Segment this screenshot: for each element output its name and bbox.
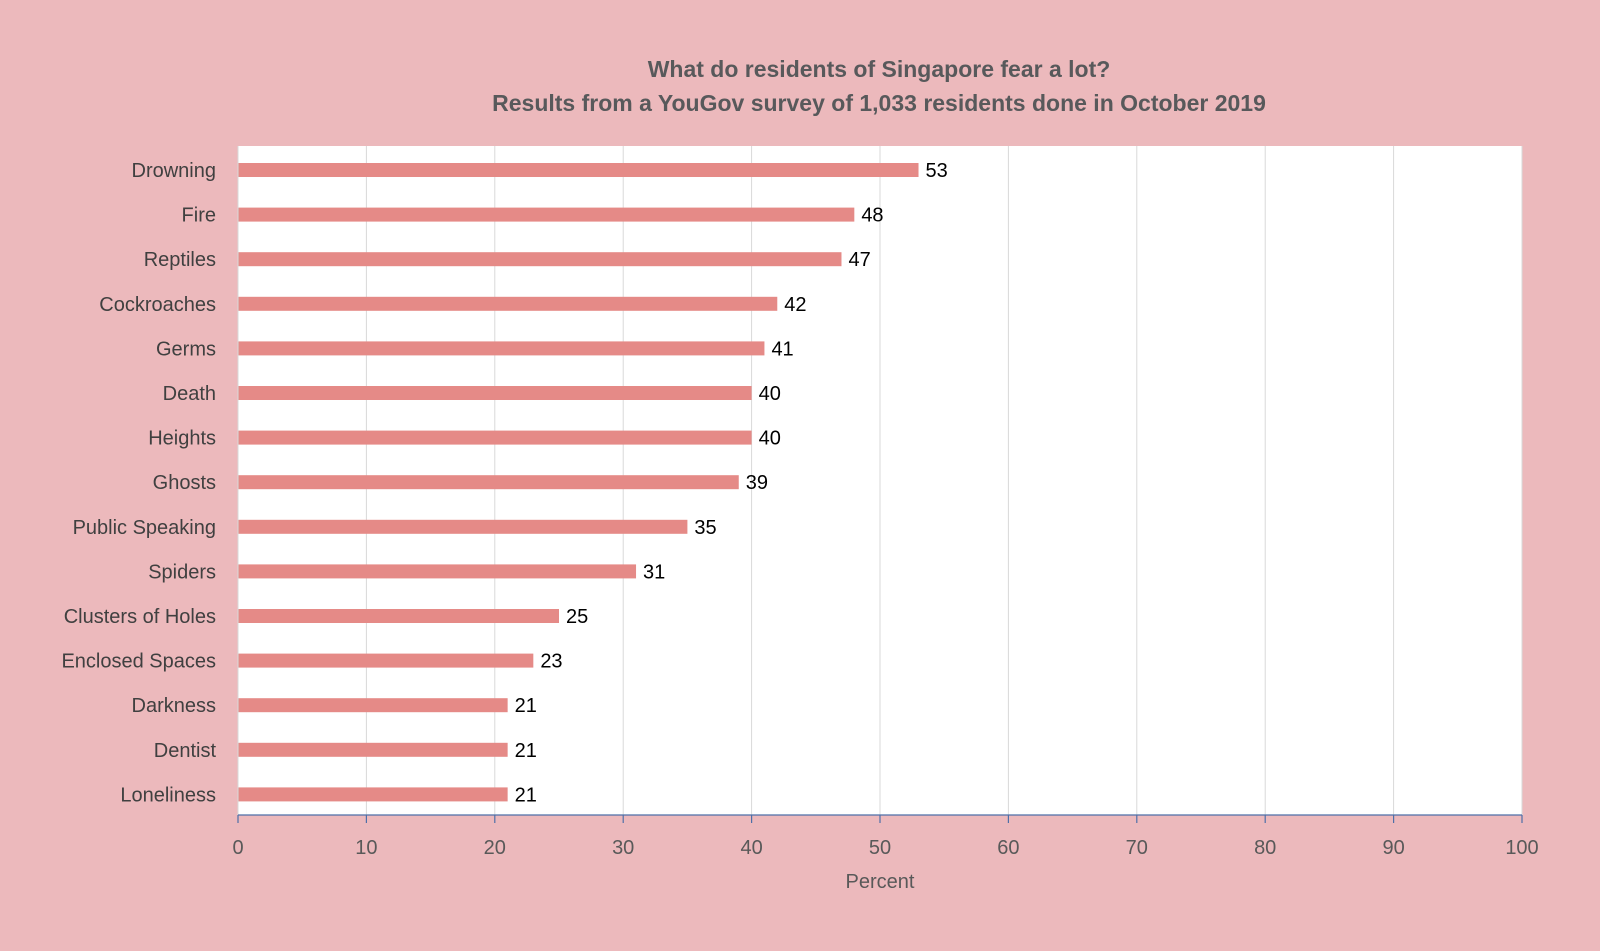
data-label: 47: [848, 249, 870, 271]
data-label: 21: [515, 784, 537, 806]
data-label: 31: [643, 561, 665, 583]
data-label: 40: [759, 428, 781, 450]
bar: [238, 698, 508, 713]
bar: [238, 252, 842, 267]
bar: [238, 207, 855, 222]
data-label: 39: [746, 472, 768, 494]
bar: [238, 341, 765, 356]
bar: [238, 609, 559, 623]
x-tick-label: 100: [1505, 837, 1538, 859]
chart-subtitle: Results from a YouGov survey of 1,033 re…: [492, 90, 1266, 116]
x-tick-label: 0: [232, 837, 243, 859]
x-tick-label: 60: [997, 837, 1019, 859]
chart-title: What do residents of Singapore fear a lo…: [647, 56, 1111, 82]
data-label: 21: [515, 695, 537, 717]
data-label: 41: [771, 338, 793, 360]
bar: [238, 430, 752, 445]
category-label: Ghosts: [153, 472, 216, 494]
category-label: Fire: [182, 205, 216, 227]
category-label: Drowning: [132, 160, 216, 182]
x-axis-title: Percent: [846, 871, 915, 893]
data-label: 42: [784, 294, 806, 316]
data-label: 23: [540, 651, 562, 673]
x-tick-label: 20: [484, 837, 506, 859]
x-tick-label: 10: [355, 837, 377, 859]
bar: [238, 475, 739, 490]
bar: [238, 787, 508, 802]
category-label: Cockroaches: [99, 294, 216, 316]
x-tick-label: 90: [1382, 837, 1404, 859]
data-label: 25: [566, 606, 588, 628]
bar: [238, 564, 637, 579]
x-tick-label: 30: [612, 837, 634, 859]
bar: [238, 519, 688, 534]
category-label: Clusters of Holes: [64, 606, 216, 628]
data-label: 35: [694, 517, 716, 539]
category-label: Dentist: [154, 740, 217, 762]
data-label: 48: [861, 205, 883, 227]
category-label: Reptiles: [144, 249, 216, 271]
x-tick-label: 40: [740, 837, 762, 859]
category-label: Germs: [156, 338, 216, 360]
x-tick-label: 50: [869, 837, 891, 859]
category-label: Heights: [148, 428, 216, 450]
x-tick-label: 70: [1126, 837, 1148, 859]
category-label: Enclosed Spaces: [61, 651, 216, 673]
category-label: Death: [163, 383, 216, 405]
data-label: 53: [926, 160, 948, 182]
bar: [238, 653, 534, 668]
bar: [238, 386, 752, 400]
data-label: 40: [759, 383, 781, 405]
bar: [238, 163, 919, 177]
bar: [238, 742, 508, 757]
x-tick-label: 80: [1254, 837, 1276, 859]
category-label: Loneliness: [120, 784, 216, 806]
category-label: Public Speaking: [73, 517, 216, 539]
category-label: Darkness: [132, 695, 216, 717]
data-label: 21: [515, 740, 537, 762]
category-label: Spiders: [148, 561, 216, 583]
bar: [238, 296, 778, 311]
